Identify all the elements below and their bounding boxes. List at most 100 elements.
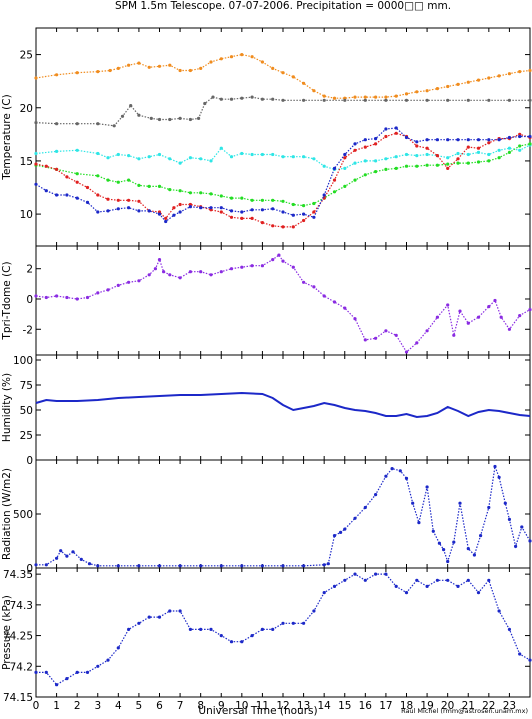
data-point bbox=[250, 634, 254, 638]
data-point bbox=[147, 273, 151, 277]
y-tick-label: 2 bbox=[26, 264, 33, 276]
data-point bbox=[209, 60, 213, 64]
data-point bbox=[394, 333, 398, 337]
data-point bbox=[528, 134, 532, 139]
data-point bbox=[363, 138, 367, 142]
data-point bbox=[404, 476, 409, 480]
data-point bbox=[240, 265, 244, 269]
data-point bbox=[425, 584, 429, 589]
data-point bbox=[281, 225, 285, 229]
data-point bbox=[425, 138, 429, 142]
data-point bbox=[374, 137, 378, 141]
panel-1: -2 0 2 Tpri-Tdome (C) bbox=[1, 245, 532, 356]
data-point bbox=[116, 152, 120, 157]
data-point bbox=[466, 152, 470, 157]
data-point bbox=[353, 317, 357, 321]
data-point bbox=[456, 161, 460, 165]
data-point bbox=[476, 150, 481, 154]
data-point bbox=[271, 97, 275, 101]
data-point bbox=[85, 670, 90, 675]
x-tick-label: 12 bbox=[276, 700, 289, 712]
data-point bbox=[55, 149, 59, 153]
data-point bbox=[497, 475, 501, 479]
series-0-1 bbox=[34, 95, 532, 128]
data-point bbox=[199, 206, 203, 210]
data-point bbox=[209, 192, 213, 196]
data-point bbox=[312, 285, 316, 289]
data-point bbox=[528, 308, 532, 312]
data-point bbox=[96, 564, 100, 568]
data-point bbox=[157, 212, 162, 216]
panel-0: 10 15 20 25 Temperature (C) bbox=[1, 27, 532, 247]
data-point bbox=[229, 97, 234, 101]
data-point bbox=[85, 200, 90, 204]
data-point bbox=[302, 155, 306, 159]
data-point bbox=[55, 683, 59, 687]
series-1-0 bbox=[34, 253, 532, 354]
x-tick-label: 19 bbox=[420, 700, 433, 712]
data-point bbox=[497, 156, 501, 160]
data-point bbox=[188, 117, 192, 122]
data-point bbox=[514, 544, 518, 549]
data-point bbox=[260, 152, 264, 157]
data-point bbox=[466, 161, 470, 165]
data-point bbox=[394, 131, 398, 135]
data-point bbox=[55, 167, 59, 171]
data-point bbox=[302, 218, 306, 223]
data-point bbox=[507, 135, 511, 140]
data-point bbox=[353, 161, 357, 165]
data-point bbox=[507, 327, 511, 331]
data-point bbox=[164, 219, 168, 224]
data-point bbox=[55, 73, 59, 77]
data-point bbox=[487, 505, 491, 510]
data-point bbox=[188, 191, 192, 195]
data-point bbox=[384, 572, 388, 576]
data-point bbox=[415, 140, 419, 144]
data-point bbox=[384, 474, 388, 478]
data-point bbox=[466, 138, 470, 142]
data-point bbox=[487, 76, 491, 80]
data-point bbox=[137, 183, 141, 187]
x-tick-label: 3 bbox=[94, 700, 101, 712]
data-point bbox=[260, 60, 264, 64]
data-point bbox=[137, 157, 141, 161]
data-point bbox=[507, 627, 511, 632]
data-point bbox=[240, 640, 244, 644]
data-point bbox=[456, 151, 460, 156]
data-point bbox=[435, 154, 439, 158]
data-point bbox=[164, 216, 168, 220]
x-tick-label: 11 bbox=[256, 700, 269, 712]
data-point bbox=[435, 315, 439, 319]
data-point bbox=[394, 584, 398, 589]
data-point bbox=[343, 578, 347, 582]
x-tick-label: 16 bbox=[359, 700, 373, 712]
y-tick-label: 74.3 bbox=[10, 600, 33, 612]
data-point bbox=[339, 530, 343, 535]
data-point bbox=[476, 138, 481, 142]
panel-frame bbox=[35, 567, 531, 698]
data-point bbox=[106, 156, 110, 160]
data-point bbox=[353, 572, 357, 576]
data-point bbox=[353, 178, 357, 182]
data-point bbox=[75, 670, 79, 675]
data-point bbox=[425, 89, 429, 93]
x-tick-label: 4 bbox=[115, 700, 122, 712]
data-point bbox=[374, 170, 378, 174]
data-point bbox=[343, 184, 347, 188]
y-tick-label: 74.35 bbox=[3, 569, 33, 581]
data-point bbox=[178, 210, 182, 214]
data-point bbox=[332, 300, 337, 304]
data-point bbox=[137, 564, 141, 568]
data-point bbox=[199, 270, 203, 274]
y-tick-label: 10 bbox=[20, 209, 33, 221]
data-point bbox=[322, 591, 326, 595]
data-point bbox=[312, 609, 316, 613]
data-point bbox=[415, 90, 419, 94]
data-point bbox=[168, 117, 172, 122]
data-point bbox=[456, 157, 460, 161]
data-point bbox=[312, 201, 316, 206]
data-point bbox=[260, 221, 264, 225]
data-point bbox=[497, 138, 501, 142]
data-point bbox=[446, 578, 450, 582]
data-point bbox=[497, 148, 501, 152]
